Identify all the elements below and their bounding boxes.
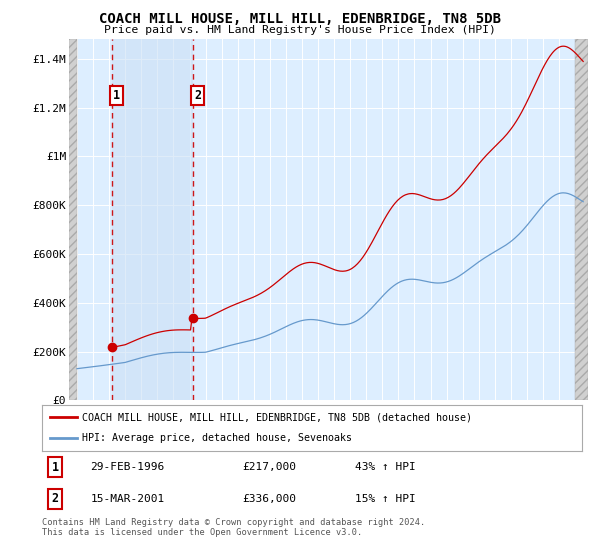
Text: 1: 1 bbox=[52, 461, 59, 474]
Text: 1: 1 bbox=[113, 88, 120, 102]
Text: 2: 2 bbox=[194, 88, 201, 102]
Text: Price paid vs. HM Land Registry's House Price Index (HPI): Price paid vs. HM Land Registry's House … bbox=[104, 25, 496, 35]
Text: COACH MILL HOUSE, MILL HILL, EDENBRIDGE, TN8 5DB (detached house): COACH MILL HOUSE, MILL HILL, EDENBRIDGE,… bbox=[83, 412, 473, 422]
Text: 15% ↑ HPI: 15% ↑ HPI bbox=[355, 494, 416, 504]
Text: Contains HM Land Registry data © Crown copyright and database right 2024.
This d: Contains HM Land Registry data © Crown c… bbox=[42, 518, 425, 538]
Text: £336,000: £336,000 bbox=[242, 494, 296, 504]
Text: 29-FEB-1996: 29-FEB-1996 bbox=[91, 462, 165, 472]
Text: 43% ↑ HPI: 43% ↑ HPI bbox=[355, 462, 416, 472]
Text: 15-MAR-2001: 15-MAR-2001 bbox=[91, 494, 165, 504]
Text: COACH MILL HOUSE, MILL HILL, EDENBRIDGE, TN8 5DB: COACH MILL HOUSE, MILL HILL, EDENBRIDGE,… bbox=[99, 12, 501, 26]
Bar bbox=[69, 39, 77, 400]
Text: HPI: Average price, detached house, Sevenoaks: HPI: Average price, detached house, Seve… bbox=[83, 433, 353, 444]
Text: £217,000: £217,000 bbox=[242, 462, 296, 472]
Bar bbox=[575, 39, 588, 400]
Text: 2: 2 bbox=[52, 492, 59, 505]
Bar bbox=[112, 39, 193, 400]
